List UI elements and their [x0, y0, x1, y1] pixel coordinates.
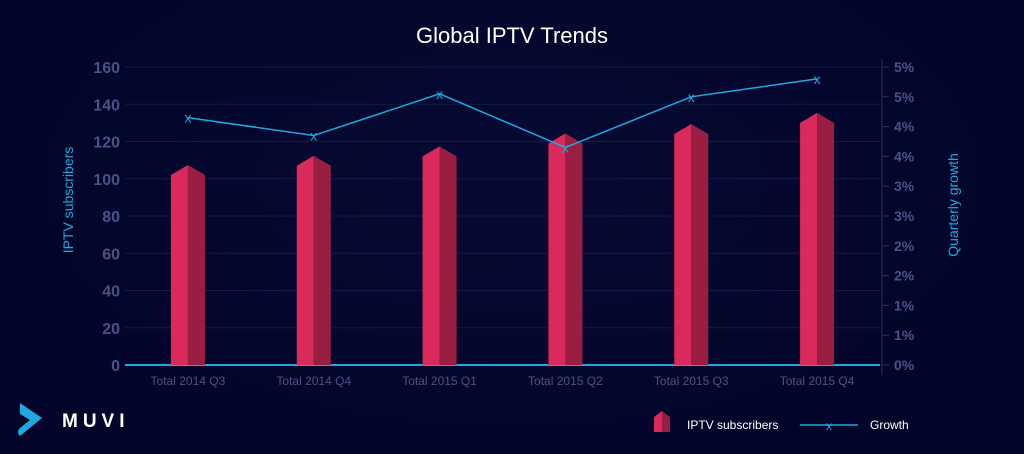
y-tick-label: 120 — [93, 135, 120, 152]
y2-tick-label: 4% — [894, 119, 915, 135]
y2-tick-label: 0% — [894, 357, 915, 373]
x-tick-label: Total 2015 Q1 — [402, 374, 477, 388]
y-tick-label: 140 — [93, 97, 120, 114]
bar-side — [817, 112, 835, 365]
growth-point: x — [436, 86, 443, 102]
y2-tick-label: 1% — [894, 327, 915, 343]
x-tick-label: Total 2015 Q2 — [528, 374, 603, 388]
legend-bar-side — [662, 411, 670, 432]
bar-front — [422, 146, 440, 365]
growth-line — [187, 78, 818, 149]
y-tick-label: 160 — [93, 60, 120, 77]
growth-point: x — [184, 110, 191, 126]
bar-side — [691, 124, 709, 365]
legend: IPTV subscribers x Growth — [654, 411, 909, 433]
bar-side — [187, 165, 205, 365]
y-tick-label: 80 — [102, 209, 120, 226]
bar-front — [674, 124, 692, 365]
bar-front — [170, 165, 188, 365]
y2-tick-label: 3% — [894, 208, 915, 224]
y2-tick-label: 3% — [894, 178, 915, 194]
growth-point: x — [814, 71, 821, 87]
legend-label-subscribers: IPTV subscribers — [687, 418, 778, 432]
legend-x-marker: x — [826, 419, 832, 433]
y2-tick-label: 4% — [894, 148, 915, 164]
bar-side — [565, 133, 583, 365]
x-tick-label: Total 2014 Q4 — [276, 374, 351, 388]
bar-front — [296, 155, 314, 365]
y-tick-label: 20 — [102, 321, 120, 338]
y-axis-label: IPTV subscribers — [60, 147, 76, 254]
y-tick-label: 60 — [102, 246, 120, 263]
x-tick-label: Total 2015 Q4 — [780, 374, 855, 388]
y2-tick-label: 5% — [894, 89, 915, 105]
y-tick-label: 40 — [102, 284, 120, 301]
bar-front — [548, 133, 566, 365]
growth-point: x — [310, 128, 317, 144]
x-tick-label: Total 2014 Q3 — [151, 374, 226, 388]
x-tick-label: Total 2015 Q3 — [654, 374, 729, 388]
muvi-logo-icon — [18, 403, 42, 436]
y2-tick-label: 2% — [894, 238, 915, 254]
y-tick-label: 100 — [93, 172, 120, 189]
growth-point: x — [562, 139, 569, 155]
y-tick-label: 0 — [111, 358, 120, 375]
y2-axis-label: Quarterly growth — [945, 153, 961, 256]
bar-side — [313, 155, 331, 365]
y2-tick-label: 5% — [894, 59, 915, 75]
legend-label-growth: Growth — [870, 418, 909, 432]
legend-bar-front — [654, 411, 662, 432]
growth-point: x — [688, 89, 695, 105]
muvi-logo: MUVI — [18, 403, 130, 436]
chart-title: Global IPTV Trends — [416, 23, 608, 48]
bar-front — [800, 112, 818, 365]
y2-tick-label: 1% — [894, 297, 915, 313]
y2-tick-label: 2% — [894, 268, 915, 284]
muvi-logo-text: MUVI — [62, 411, 130, 432]
bar-side — [439, 146, 457, 365]
